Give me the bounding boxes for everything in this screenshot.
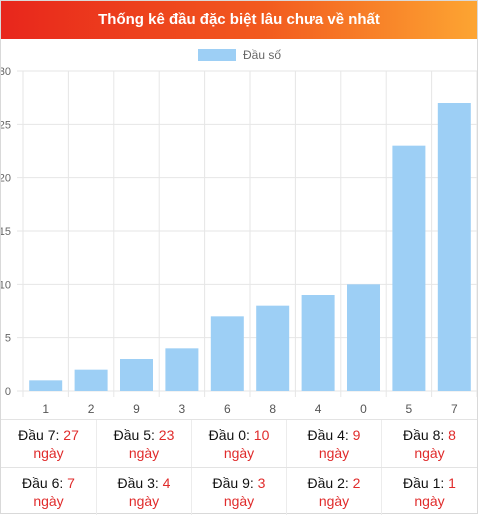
x-tick-label: 0 [360,402,367,416]
x-tick-label: 3 [179,402,186,416]
cell-label: Đầu 7: [18,427,64,443]
stats-cell: Đầu 1: 1 ngày [381,468,477,515]
cell-unit: ngày [33,493,64,509]
stats-row: Đầu 7: 27 ngày Đầu 5: 23 ngày Đầu 0: 10 ngà… [1,420,477,467]
cell-value: 23 [158,427,175,443]
y-tick-label: 25 [1,119,11,131]
cell-value: 7 [67,475,75,491]
cell-label: Đầu 0: [208,427,254,443]
widget-title: Thống kê đầu đặc biệt lâu chưa về nhất [1,1,477,39]
stats-cell: Đầu 9: 3 ngày [191,468,286,515]
cell-label: Đầu 2: [307,475,353,491]
bar[interactable] [437,103,471,391]
cell-unit: ngày [223,493,255,509]
y-tick-label: 15 [1,226,11,238]
x-tick-label: 2 [88,402,95,416]
cell-label: Đầu 9: [212,475,258,491]
bar[interactable] [210,316,244,391]
y-axis-labels: 0 5 10 15 20 25 30 [1,66,11,398]
cell-value: 1 [448,475,456,491]
cell-unit: ngày [128,493,160,509]
legend-label: Đầu số [243,48,281,62]
cell-unit: ngày [414,493,445,509]
bar[interactable] [256,305,290,391]
cell-unit: ngày [318,493,350,509]
stats-cell: Đầu 6: 7 ngày [1,468,96,515]
stats-cell: Đầu 8: 8 ngày [381,420,477,467]
cell-label: Đầu 4: [307,427,353,443]
y-tick-label: 20 [1,173,11,185]
stats-row: Đầu 6: 7 ngày Đầu 3: 4 ngày Đầu 9: 3 ngày Đ… [1,467,477,515]
bar[interactable] [165,348,199,391]
cell-unit: ngày [318,445,350,461]
cell-value: 9 [352,427,361,443]
x-tick-label: 9 [133,402,140,416]
cell-label: Đầu 3: [117,475,163,491]
stats-cell: Đầu 0: 10 ngày [191,420,286,467]
y-tick-label: 10 [1,279,11,291]
x-tick-label: 6 [224,402,231,416]
bar[interactable] [74,369,108,391]
cell-label: Đầu 6: [22,475,68,491]
cell-unit: ngày [128,445,160,461]
y-tick-label: 0 [5,386,11,398]
stats-cell: Đầu 7: 27 ngày [1,420,96,467]
bar[interactable] [120,359,153,391]
stats-cell: Đầu 5: 23 ngày [96,420,191,467]
cell-unit: ngày [414,445,445,461]
bar-chart: Đầu số 1 2 9 3 6 8 4 0 5 7 0 5 10 15 20 25 30 [1,39,477,419]
chart-bars [29,103,471,391]
stats-table: Đầu 7: 27 ngày Đầu 5: 23 ngày Đầu 0: 10 ngà… [1,419,477,515]
cell-label: Đầu 8: [403,427,449,443]
stats-cell: Đầu 3: 4 ngày [96,468,191,515]
cell-unit: ngày [33,445,64,461]
chart-svg: Đầu số 1 2 9 3 6 8 4 0 5 7 0 5 10 15 20 25 30 [1,48,477,416]
x-tick-label: 5 [406,402,413,416]
chart-legend[interactable]: Đầu số [198,48,281,62]
cell-value: 4 [162,475,171,491]
stats-cell: Đầu 2: 2 ngày [286,468,381,515]
y-tick-label: 30 [1,66,11,78]
x-tick-label: 8 [269,402,276,416]
cell-value: 27 [63,427,79,443]
x-tick-label: 4 [315,402,322,416]
cell-value: 10 [253,427,270,443]
cell-unit: ngày [223,445,255,461]
cell-label: Đầu 1: [403,475,449,491]
legend-swatch [198,49,236,61]
bar[interactable] [29,380,63,391]
x-tick-label: 7 [451,402,458,416]
chart-grid [17,70,477,397]
y-tick-label: 5 [5,333,11,345]
cell-label: Đầu 5: [113,427,159,443]
x-axis-labels: 1 2 9 3 6 8 4 0 5 7 [42,402,458,416]
cell-value: 2 [352,475,361,491]
cell-value: 3 [257,475,266,491]
stats-cell: Đầu 4: 9 ngày [286,420,381,467]
x-tick-label: 1 [42,402,49,416]
bar[interactable] [392,145,426,391]
bar[interactable] [347,284,380,391]
bar[interactable] [301,295,335,391]
cell-value: 8 [448,427,456,443]
